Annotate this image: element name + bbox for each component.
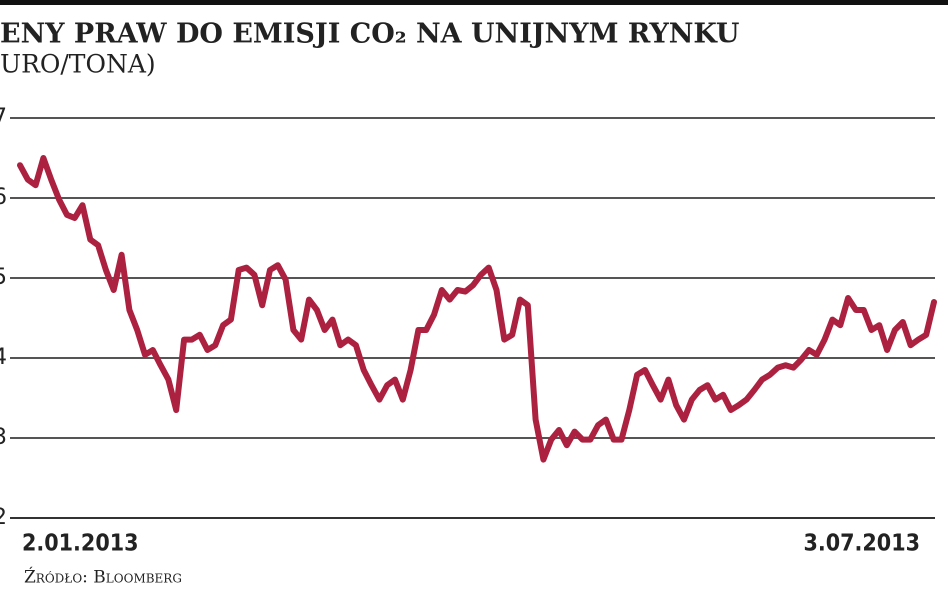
chart-subtitle: URO/TONA): [0, 50, 156, 79]
source: Źródło: Bloomberg: [24, 567, 182, 588]
chart-title: ENY PRAW DO EMISJI CO₂ NA UNIJNYM RYNKU: [0, 19, 739, 50]
y-tick-label: 4: [0, 345, 7, 370]
top-rule: [0, 0, 948, 5]
y-tick-label: 2: [0, 505, 7, 530]
x-tick-label: 2.01.2013: [22, 531, 139, 557]
x-tick-label: 3.07.2013: [803, 531, 920, 557]
price-line: [17, 155, 937, 463]
y-tick-label: 3: [0, 425, 7, 450]
y-tick-label: 5: [0, 265, 7, 290]
y-tick-label: 6: [0, 185, 7, 210]
y-tick-label: 7: [0, 105, 7, 130]
